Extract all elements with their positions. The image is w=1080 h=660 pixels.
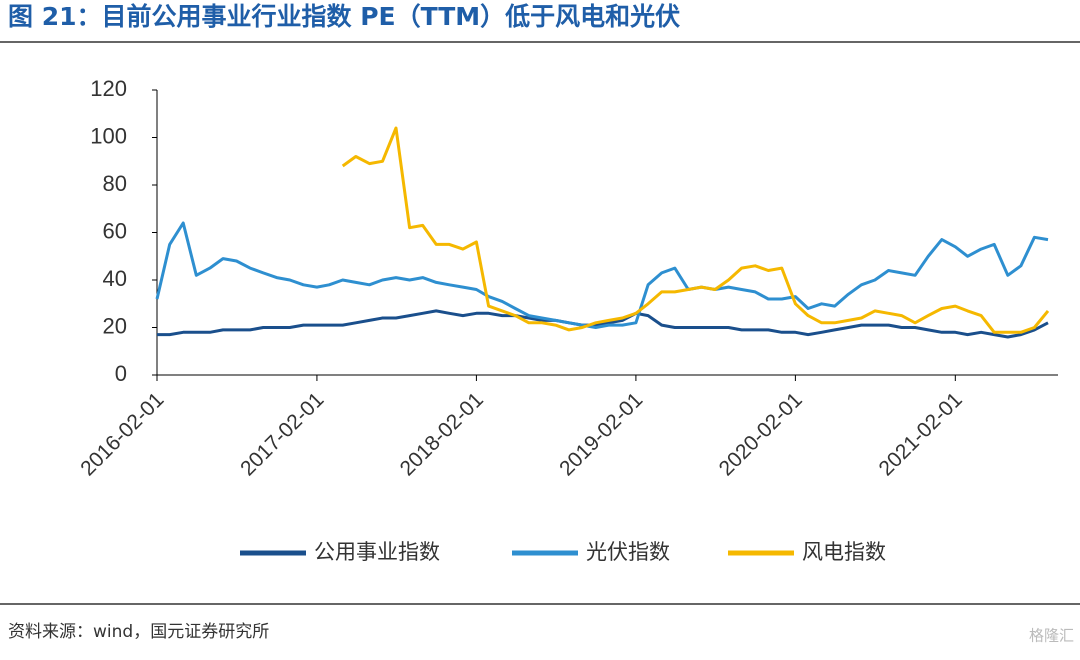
y-tick-label: 60 xyxy=(103,218,127,243)
watermark: 格隆汇 xyxy=(1029,627,1074,645)
series-line xyxy=(157,309,1049,339)
y-tick-label: 40 xyxy=(103,266,127,291)
x-tick-label: 2017-02-01 xyxy=(236,388,328,480)
x-tick-label: 2020-02-01 xyxy=(715,388,807,480)
y-tick-label: 100 xyxy=(90,123,127,148)
legend-label: 公用事业指数 xyxy=(314,540,440,564)
series-line xyxy=(155,221,1049,329)
legend-label: 风电指数 xyxy=(802,540,886,564)
chart-title: 图 21：目前公用事业行业指数 PE（TTM）低于风电和光伏 xyxy=(8,2,680,31)
x-tick-label: 2021-02-01 xyxy=(875,388,967,480)
x-tick-label: 2018-02-01 xyxy=(396,388,488,480)
legend-label: 光伏指数 xyxy=(586,540,670,564)
y-tick-label: 80 xyxy=(103,171,127,196)
source: 资料来源：wind，国元证券研究所 xyxy=(8,622,269,642)
series-line xyxy=(341,126,1050,334)
y-tick-label: 0 xyxy=(115,361,127,386)
y-tick-label: 20 xyxy=(103,313,127,338)
y-tick-label: 120 xyxy=(90,76,127,101)
x-tick-label: 2016-02-01 xyxy=(76,388,168,480)
x-tick-label: 2019-02-01 xyxy=(555,388,647,480)
